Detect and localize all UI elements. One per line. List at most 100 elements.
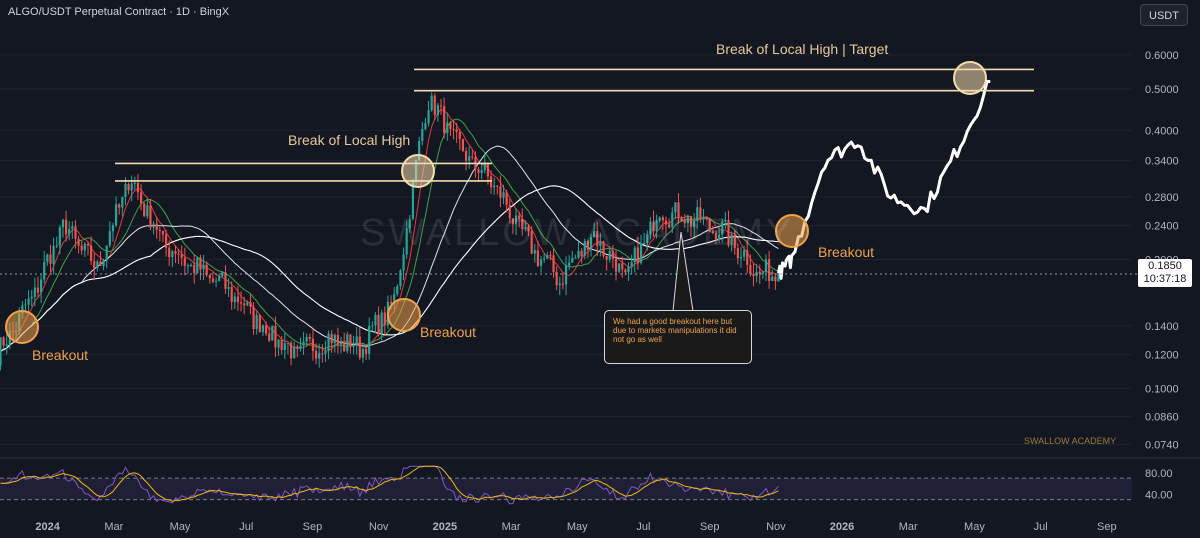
projection-path bbox=[777, 79, 991, 280]
time-tick-label: Sep bbox=[1097, 521, 1117, 533]
candle-body bbox=[143, 203, 146, 217]
candle-body bbox=[168, 247, 171, 258]
candle-body bbox=[461, 139, 465, 151]
candle-body bbox=[299, 345, 302, 349]
candle-body bbox=[539, 259, 543, 266]
candle-body bbox=[302, 341, 305, 346]
candle-body bbox=[468, 156, 471, 161]
candle-body bbox=[433, 95, 436, 116]
candle-body bbox=[311, 338, 315, 351]
candle-body bbox=[633, 247, 636, 263]
candle-body bbox=[230, 286, 233, 302]
candle-body bbox=[2, 337, 5, 346]
candle-body bbox=[189, 265, 193, 267]
candle-body bbox=[749, 264, 752, 274]
time-tick-label: May bbox=[170, 521, 191, 533]
candle-body bbox=[411, 180, 415, 219]
target-label: Break of Local High | Target bbox=[716, 41, 888, 57]
candle-body bbox=[558, 283, 561, 286]
price-tick-label: 0.1200 bbox=[1145, 350, 1179, 362]
candle-body bbox=[421, 129, 424, 141]
candle-body bbox=[424, 123, 427, 130]
time-tick-label: Jul bbox=[239, 521, 253, 533]
candle-body bbox=[489, 176, 493, 188]
price-tick-label: 0.2800 bbox=[1145, 192, 1179, 204]
candle-body bbox=[702, 216, 705, 220]
candle-body bbox=[752, 273, 755, 276]
candle-body bbox=[758, 271, 761, 274]
candle-body bbox=[646, 234, 649, 243]
candle-body bbox=[80, 245, 83, 251]
candle-body bbox=[774, 276, 777, 282]
candle-body bbox=[718, 234, 721, 241]
candle-body bbox=[402, 254, 405, 271]
candle-body bbox=[43, 262, 46, 280]
candle-body bbox=[99, 261, 102, 266]
candle-body bbox=[543, 258, 546, 260]
local-high-label: Break of Local High bbox=[288, 132, 410, 148]
candle-body bbox=[105, 245, 108, 261]
candle-body bbox=[508, 205, 511, 219]
candle-body bbox=[146, 205, 149, 217]
candle-body bbox=[27, 298, 30, 305]
watermark: SWALLOW ACADEMY bbox=[360, 212, 794, 254]
candle-body bbox=[40, 279, 43, 293]
candle-body bbox=[58, 227, 61, 246]
candle-body bbox=[124, 183, 127, 197]
candle-body bbox=[130, 183, 133, 191]
candle-body bbox=[321, 353, 324, 355]
candle-body bbox=[771, 276, 774, 281]
candle-body bbox=[249, 302, 252, 307]
candle-body bbox=[436, 105, 440, 116]
candle-body bbox=[264, 325, 268, 334]
candle-body bbox=[608, 251, 611, 260]
candle-body bbox=[186, 265, 190, 267]
candle-body bbox=[5, 344, 8, 346]
candle-body bbox=[246, 302, 249, 306]
candle-body bbox=[305, 336, 308, 342]
candle-body bbox=[768, 259, 771, 281]
candle-body bbox=[446, 122, 449, 134]
candle-body bbox=[121, 196, 124, 208]
candle-body bbox=[586, 241, 589, 250]
time-tick-label: Nov bbox=[766, 521, 786, 533]
time-tick-label: 2025 bbox=[433, 521, 457, 533]
time-tick-label: Mar bbox=[502, 521, 521, 533]
time-tick-label: Sep bbox=[700, 521, 720, 533]
candle-body bbox=[208, 274, 211, 279]
candle-body bbox=[730, 234, 733, 246]
candle-body bbox=[477, 169, 480, 173]
price-tick-label: 0.2400 bbox=[1145, 221, 1179, 233]
candle-body bbox=[743, 250, 746, 257]
candle-body bbox=[377, 314, 380, 334]
candle-body bbox=[596, 231, 599, 246]
candle-body bbox=[480, 170, 483, 173]
price-tick-label: 0.1000 bbox=[1145, 384, 1179, 396]
candle-body bbox=[227, 286, 230, 289]
candle-body bbox=[746, 250, 749, 265]
candle-body bbox=[218, 276, 221, 281]
candle-body bbox=[24, 304, 27, 306]
candle-body bbox=[636, 247, 639, 263]
candle-body bbox=[577, 250, 580, 258]
candle-body bbox=[374, 314, 377, 326]
candle-body bbox=[199, 257, 202, 270]
candle-body bbox=[408, 218, 411, 229]
candle-body bbox=[64, 219, 68, 235]
moving-average-line bbox=[0, 118, 779, 357]
candle-body bbox=[724, 220, 727, 222]
candle-body bbox=[318, 353, 321, 359]
candle-body bbox=[674, 202, 677, 213]
moving-average-line bbox=[0, 145, 779, 357]
candle-body bbox=[443, 106, 446, 134]
time-tick-label: Jul bbox=[1034, 521, 1048, 533]
candle-body bbox=[118, 204, 121, 208]
candle-body bbox=[93, 261, 96, 269]
candle-body bbox=[368, 326, 371, 354]
currency-button[interactable]: USDT bbox=[1140, 4, 1188, 26]
candle-body bbox=[502, 192, 505, 198]
candle-body bbox=[580, 250, 583, 257]
candle-body bbox=[399, 270, 402, 287]
price-tick-label: 0.1400 bbox=[1145, 321, 1179, 333]
